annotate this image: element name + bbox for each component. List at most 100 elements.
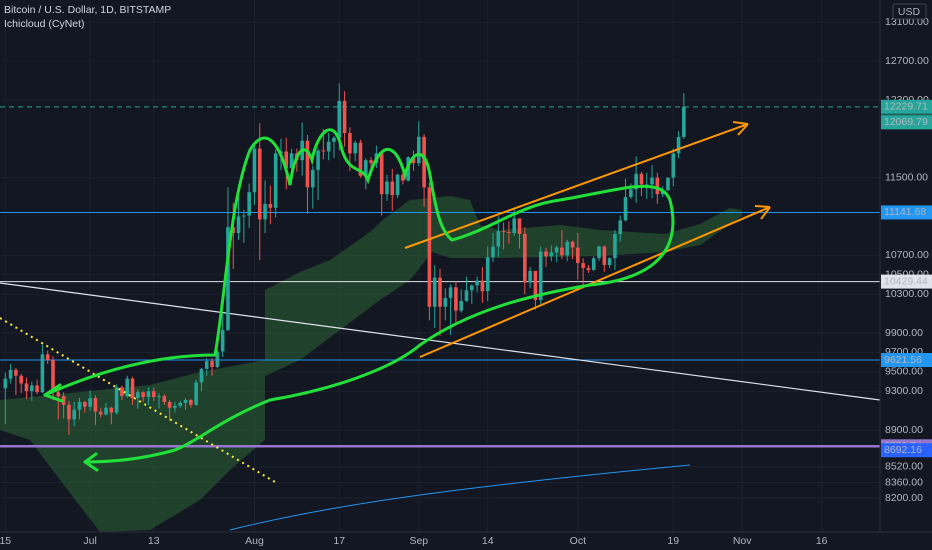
candle-body [416, 136, 421, 164]
candle-body [554, 247, 559, 253]
candle-body [136, 392, 140, 399]
y-tick-label: 9900.00 [885, 327, 923, 339]
candle-body [512, 218, 517, 233]
currency: USD [898, 6, 921, 18]
x-tick-label: Sep [409, 535, 428, 547]
price-tag-label: 11141.68 [884, 206, 926, 218]
candle-body [432, 277, 437, 307]
candle-body [411, 157, 416, 164]
candle-body [231, 227, 236, 233]
candle-body [363, 160, 368, 176]
moving-average [229, 464, 691, 531]
candle-body [263, 203, 267, 220]
candle-body [427, 187, 432, 307]
y-tick-label: 8360.00 [885, 476, 923, 488]
candle-body [639, 173, 644, 185]
price-lines [0, 106, 880, 448]
candle-body [35, 385, 39, 393]
candle-body [353, 142, 357, 154]
candle-body [104, 407, 108, 415]
trend-line [0, 282, 881, 401]
candle-body [151, 391, 156, 398]
x-tick-label: Nov [733, 535, 752, 547]
candle-body [464, 290, 469, 301]
x-tick-label: 16 [816, 535, 828, 547]
candle-body [77, 401, 82, 410]
y-tick-label: 8200.00 [885, 492, 923, 504]
y-tick-label: 12700.00 [885, 55, 929, 67]
price-tag [881, 115, 932, 130]
candle-body [629, 189, 633, 198]
candle-body [120, 387, 124, 397]
candle-body [538, 251, 543, 300]
candle-body [358, 142, 363, 176]
price-tag [881, 99, 932, 114]
candle-body [247, 192, 251, 216]
candle-body [310, 169, 315, 188]
candle-body [671, 153, 676, 178]
candle-body [194, 382, 198, 405]
candle-body [623, 197, 628, 221]
candle-body [51, 360, 55, 393]
channel-upper [404, 121, 749, 249]
candle-body [183, 399, 188, 403]
candle-body [30, 385, 34, 392]
candle-body [141, 392, 145, 398]
candle-body [491, 246, 495, 258]
price-tag-label: 12229.71 [884, 101, 928, 113]
candle-body [523, 233, 527, 283]
y-tick-label: 8900.00 [885, 424, 923, 436]
candle-body [390, 181, 395, 196]
candle-body [189, 399, 193, 405]
candle-body [348, 133, 352, 154]
candle-body [167, 401, 172, 408]
candle-body [252, 148, 257, 193]
candle-body [19, 375, 24, 384]
candle-body [576, 247, 580, 264]
price-tag [881, 443, 932, 458]
candle-body [289, 153, 294, 168]
candle-body [682, 106, 686, 137]
candle-body [284, 151, 289, 168]
candle-body [257, 148, 262, 220]
candle-body [125, 378, 130, 397]
x-tick-label: 19 [667, 535, 679, 547]
candle-body [114, 387, 119, 413]
candle-body [676, 136, 681, 154]
x-tick-label: 14 [482, 535, 494, 547]
candle-body [666, 177, 670, 191]
candle-body [273, 153, 278, 208]
y-tick-label: 8520.00 [885, 461, 923, 473]
candle-body [533, 270, 538, 300]
candle-body [72, 409, 77, 420]
candle-body [14, 369, 18, 376]
candle-body [109, 407, 114, 413]
candle-body [173, 405, 177, 408]
channel-lower [419, 205, 771, 358]
candle-body [130, 378, 135, 399]
candle-body [401, 174, 405, 181]
candle-body [40, 354, 45, 393]
candle-body [199, 368, 204, 383]
candle-body [162, 396, 167, 402]
candle-body [634, 173, 638, 190]
x-tick-label: 15 [0, 535, 11, 547]
indicator-name: Ichicloud (CyNet) [4, 18, 85, 30]
candle-body [448, 287, 453, 299]
hand-drawing [43, 128, 675, 472]
candle-body [268, 203, 273, 208]
hand-loop [43, 128, 675, 464]
candle-body [597, 246, 601, 259]
candle-body [204, 361, 209, 369]
candle-body [517, 218, 522, 234]
candle-body [8, 369, 13, 379]
currency-box [892, 3, 927, 20]
price-tag [881, 353, 932, 368]
candle-body [581, 263, 585, 268]
candle-body [210, 361, 214, 367]
x-tick-label: Jul [83, 535, 96, 547]
price-tag [881, 205, 932, 220]
candle-body [226, 227, 230, 331]
candle-body [480, 280, 485, 292]
